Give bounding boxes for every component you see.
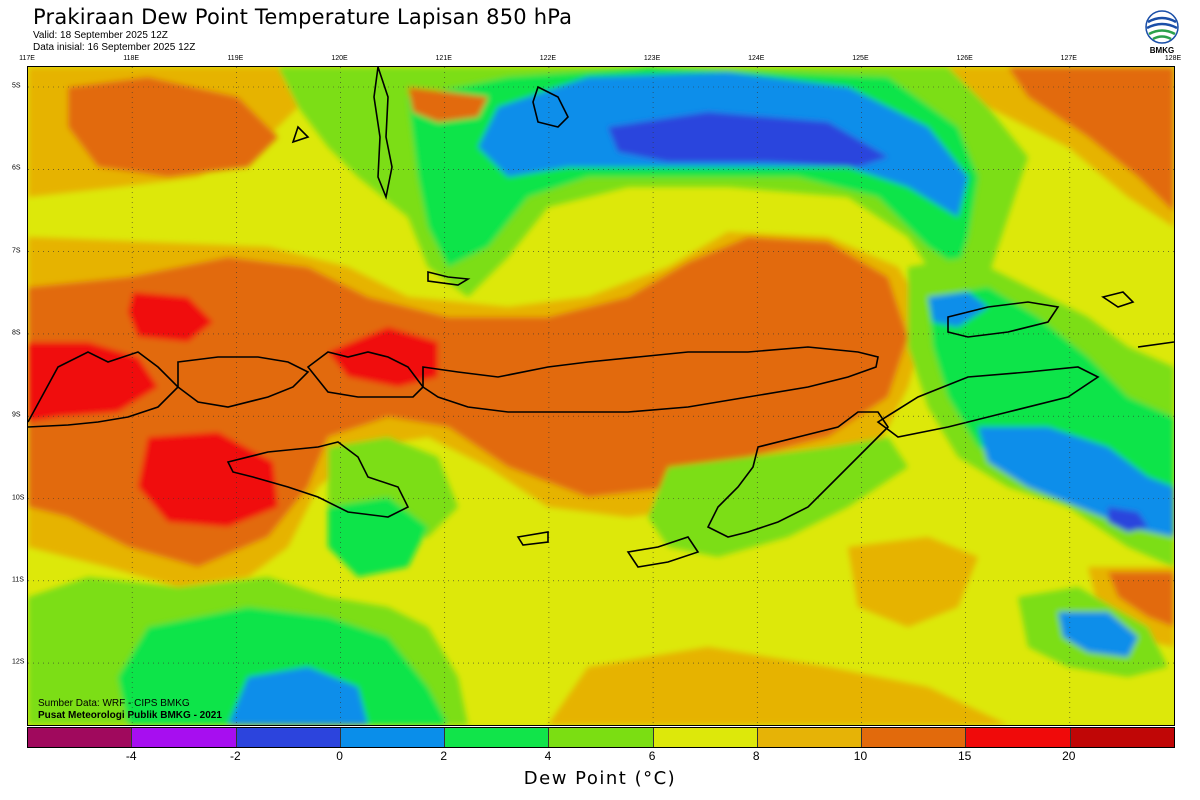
colorbar-label: -4: [125, 749, 137, 763]
dewpoint-map: [27, 66, 1175, 726]
colorbar-segment: [862, 728, 967, 747]
valid-time: Valid: 18 September 2025 12Z: [33, 30, 168, 41]
colorbar-label: 6: [648, 749, 656, 763]
bmkg-logo: BMKG: [1144, 8, 1184, 58]
colorbar-label: -2: [230, 749, 241, 763]
map-title: Prakiraan Dew Point Temperature Lapisan …: [33, 5, 573, 29]
lon-tick-label: 127E: [1060, 55, 1077, 62]
colorbar-label: 10: [853, 749, 868, 763]
data-source: Sumber Data: WRF - CIPS BMKG Pusat Meteo…: [38, 698, 222, 722]
colorbar-label: 8: [752, 749, 760, 763]
lon-tick-label: 119E: [227, 55, 244, 62]
colorbar-segment: [549, 728, 654, 747]
lat-tick-label: 10S: [12, 494, 25, 501]
colorbar-label: 2: [440, 749, 448, 763]
bmkg-logo-icon: [1145, 10, 1179, 44]
colorbar-title: Dew Point (°C): [523, 768, 677, 789]
lat-tick-label: 6S: [12, 164, 21, 172]
colorbar-label: 15: [957, 749, 972, 763]
lon-tick-label: 125E: [852, 55, 869, 62]
lat-tick-label: 12S: [12, 658, 25, 666]
lat-tick-label: 9S: [12, 411, 21, 419]
lon-tick-label: 120E: [331, 55, 348, 62]
lon-tick-label: 117E: [19, 55, 35, 62]
dewpoint-field: [28, 67, 1174, 725]
source-line-1: Sumber Data: WRF - CIPS BMKG: [38, 698, 190, 709]
colorbar-label: 20: [1062, 749, 1076, 763]
lat-tick-label: 11S: [12, 576, 24, 584]
colorbar-segment: [132, 728, 237, 747]
lon-tick-label: 128E: [1164, 55, 1182, 62]
lon-tick-label: 122E: [539, 55, 557, 62]
lon-tick-label: 118E: [123, 55, 140, 62]
colorbar-label: 0: [336, 749, 343, 763]
colorbar: [27, 727, 1175, 748]
lon-tick-label: 123E: [643, 55, 661, 62]
lat-tick-label: 8S: [12, 329, 21, 337]
init-time: Data inisial: 16 September 2025 12Z: [33, 42, 196, 53]
colorbar-segment: [236, 728, 341, 747]
colorbar-segment: [445, 728, 550, 747]
colorbar-segment: [340, 728, 446, 747]
colorbar-segment: [653, 728, 758, 747]
lon-tick-label: 124E: [748, 55, 765, 62]
colorbar-segment: [757, 728, 863, 747]
coastlines: [28, 67, 1174, 568]
logo-text: BMKG: [1149, 46, 1175, 55]
lon-tick-label: 126E: [956, 55, 973, 62]
graticule: [28, 67, 1174, 725]
lat-tick-label: 5S: [12, 82, 21, 90]
colorbar-segment: [966, 728, 1071, 747]
lat-tick-label: 7S: [12, 247, 21, 255]
lon-tick-label: 121E: [435, 55, 452, 62]
colorbar-segment: [1070, 728, 1174, 747]
colorbar-label: 4: [544, 749, 552, 763]
colorbar-segment: [28, 728, 133, 747]
source-line-2: Pusat Meteorologi Publik BMKG - 2021: [38, 710, 222, 721]
